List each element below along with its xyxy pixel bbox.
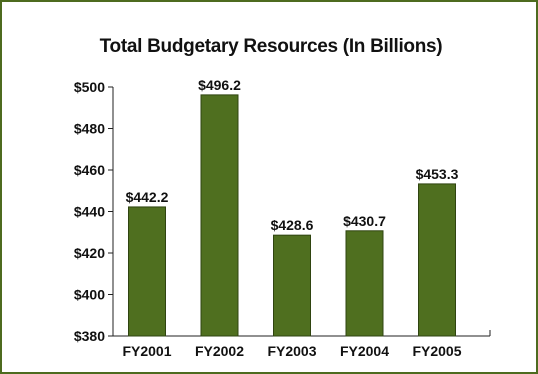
chart-title: Total Budgetary Resources (In Billions) bbox=[99, 36, 443, 57]
bar bbox=[273, 234, 311, 337]
data-label: $496.2 bbox=[198, 77, 241, 93]
y-tick-label: $480 bbox=[74, 121, 105, 137]
x-tick-label: FY2002 bbox=[195, 343, 244, 359]
y-tick-label: $440 bbox=[74, 204, 105, 220]
bar bbox=[418, 183, 456, 337]
y-tick-label: $420 bbox=[74, 245, 105, 261]
y-tick-label: $460 bbox=[74, 162, 105, 178]
x-tick-label: FY2003 bbox=[267, 343, 316, 359]
x-tick-label: FY2005 bbox=[412, 343, 461, 359]
y-tick-label: $500 bbox=[74, 79, 105, 95]
bar bbox=[128, 206, 166, 337]
data-label: $430.7 bbox=[343, 213, 386, 229]
y-tick-label: $400 bbox=[74, 287, 105, 303]
x-tick-label: FY2001 bbox=[122, 343, 171, 359]
bar bbox=[200, 94, 239, 337]
data-label: $442.2 bbox=[126, 189, 169, 205]
data-label: $453.3 bbox=[416, 166, 459, 182]
data-label: $428.6 bbox=[271, 217, 314, 233]
y-tick-label: $380 bbox=[74, 328, 105, 344]
x-tick-label: FY2004 bbox=[340, 343, 389, 359]
bar bbox=[345, 230, 384, 337]
